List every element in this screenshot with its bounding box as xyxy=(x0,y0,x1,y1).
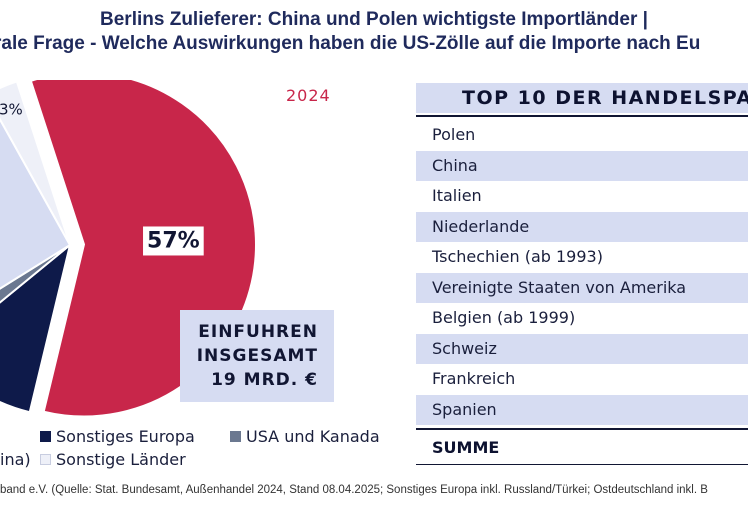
total-line-2: INSGESAMT xyxy=(196,346,318,366)
table-sum-row: SUMME xyxy=(432,438,500,457)
legend-item-china-partial: ina) xyxy=(0,450,31,469)
legend-item-usa-kanada: USA und Kanada xyxy=(230,427,380,446)
table-row: Spanien xyxy=(416,395,748,425)
pie-slice-4 xyxy=(0,80,71,246)
total-line-1: EINFUHREN xyxy=(198,322,318,342)
pie-slice-3 xyxy=(0,117,72,290)
total-imports-box: EINFUHREN INSGESAMT 19 MRD. € xyxy=(180,310,334,402)
table-row: Niederlande xyxy=(416,212,748,242)
table-row: Belgien (ab 1999) xyxy=(432,308,576,327)
legend-text: Sonstiges Europa xyxy=(56,427,195,446)
year-label: 2024 xyxy=(286,86,331,105)
legend-swatch xyxy=(40,431,51,442)
table-row: Schweiz xyxy=(416,334,748,364)
table-row: China xyxy=(416,151,748,181)
legend-swatch xyxy=(230,431,241,442)
legend-swatch xyxy=(40,454,51,465)
pie-label-4: 3% xyxy=(0,100,23,118)
table-divider-top xyxy=(416,115,748,117)
table-divider-sum xyxy=(416,464,748,465)
title-line-2: rale Frage - Welche Auswirkungen haben d… xyxy=(0,33,701,54)
table-row: Italien xyxy=(432,186,482,205)
table-row: Tschechien (ab 1993) xyxy=(432,247,603,266)
legend-text: USA und Kanada xyxy=(246,427,380,446)
legend-text: ina) xyxy=(0,450,31,469)
legend-item-sonstiges-europa: Sonstiges Europa xyxy=(40,427,195,446)
total-line-3: 19 MRD. € xyxy=(211,370,318,390)
table-divider-bottom xyxy=(416,428,748,430)
table-row: Vereinigte Staaten von Amerika xyxy=(416,273,748,303)
legend-text: Sonstige Länder xyxy=(56,450,186,469)
source-note: band e.V. (Quelle: Stat. Bundesamt, Auße… xyxy=(0,484,708,496)
title-line-1: Berlins Zulieferer: China und Polen wich… xyxy=(100,9,648,30)
pie-label-bg-0 xyxy=(143,226,204,256)
table-row: Polen xyxy=(432,125,476,144)
pie-slice-1 xyxy=(0,242,72,414)
pie-label-0: 57% xyxy=(147,228,200,253)
table-row: Frankreich xyxy=(432,369,516,388)
legend-item-sonstige-laender: Sonstige Länder xyxy=(40,450,186,469)
table-header: TOP 10 DER HANDELSPA xyxy=(416,83,748,113)
